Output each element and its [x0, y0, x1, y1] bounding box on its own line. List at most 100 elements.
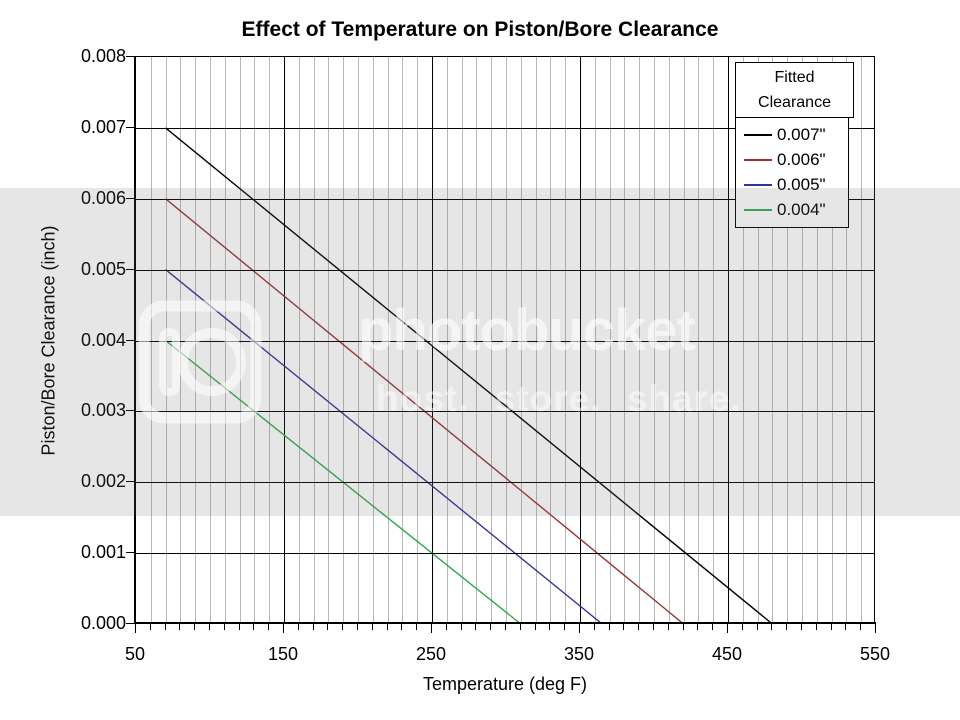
x-tick-label: 350: [563, 644, 595, 664]
minor-gridline: [343, 57, 345, 622]
minor-gridline: [831, 57, 833, 622]
horizontal-gridline: [136, 482, 874, 484]
minor-gridline: [787, 57, 789, 622]
x-tick-mark: [342, 624, 344, 630]
minor-gridline: [506, 57, 507, 622]
major-gridline: [432, 57, 433, 622]
x-tick-label: 50: [124, 644, 146, 664]
x-tick-mark: [490, 624, 492, 630]
y-tick-label: 0.005: [80, 258, 126, 279]
x-tick-mark: [638, 624, 640, 630]
x-tick-mark: [149, 624, 151, 630]
horizontal-gridline: [136, 340, 874, 342]
x-tick-mark: [608, 624, 610, 630]
x-tick-mark: [268, 624, 270, 630]
minor-gridline: [757, 57, 759, 622]
x-tick-mark: [860, 624, 862, 630]
y-tick-mark: [126, 339, 135, 341]
y-tick-mark: [126, 197, 135, 199]
minor-gridline: [269, 57, 271, 622]
x-tick-mark: [519, 624, 521, 630]
minor-gridline: [461, 57, 463, 622]
x-tick-label: 150: [267, 644, 299, 664]
x-tick-mark: [416, 624, 418, 630]
y-tick-mark: [126, 410, 135, 412]
y-tick-label: 0.008: [80, 46, 126, 66]
watermark-camera-icon: [138, 300, 262, 424]
watermark-brand: photobucket: [358, 298, 696, 363]
y-axis-line: [134, 56, 136, 624]
x-axis-title: Temperature (deg F): [422, 674, 588, 694]
x-tick-mark: [875, 624, 876, 633]
horizontal-gridline: [136, 411, 874, 413]
minor-gridline: [402, 57, 404, 622]
x-tick-mark: [801, 624, 802, 630]
minor-gridline: [802, 57, 803, 622]
x-tick-mark: [253, 624, 255, 630]
x-tick-mark: [579, 624, 580, 633]
minor-gridline: [772, 57, 774, 622]
minor-gridline: [239, 57, 241, 622]
minor-gridline: [358, 57, 359, 622]
x-tick-mark: [771, 624, 773, 630]
x-tick-mark: [549, 624, 551, 630]
minor-gridline: [861, 57, 863, 622]
legend-entry-label: 0.004": [777, 199, 826, 219]
major-gridline: [284, 57, 285, 622]
legend-line-swatch: [744, 183, 772, 186]
minor-gridline: [298, 57, 300, 622]
legend-entry-label: 0.007": [777, 124, 826, 144]
major-gridline: [580, 57, 581, 622]
x-tick-mark: [815, 624, 817, 630]
x-tick-label: 250: [415, 644, 447, 664]
y-tick-label: 0.007: [80, 116, 126, 137]
x-tick-label: 450: [711, 644, 743, 664]
legend-line-swatch: [744, 208, 772, 211]
x-axis-line: [134, 622, 876, 624]
x-tick-mark: [460, 624, 462, 630]
x-tick-mark: [209, 624, 210, 630]
x-tick-mark: [238, 624, 240, 630]
y-tick-label: 0.001: [80, 542, 126, 563]
y-tick-label: 0.004: [80, 329, 126, 350]
minor-gridline: [654, 57, 655, 622]
series-line-0.007: [165, 127, 773, 624]
x-tick-mark: [653, 624, 654, 630]
minor-gridline: [476, 57, 478, 622]
x-tick-mark: [223, 624, 225, 630]
x-tick-mark: [327, 624, 329, 630]
legend-entry: 0.004": [736, 197, 848, 222]
legend-entry-label: 0.005": [777, 174, 826, 194]
horizontal-gridline: [136, 553, 874, 555]
x-tick-mark: [135, 624, 136, 633]
series-line-0.005: [165, 269, 603, 624]
y-tick-mark: [126, 268, 135, 270]
x-tick-mark: [682, 624, 684, 630]
minor-gridline: [639, 57, 641, 622]
legend-title: Fitted Clearance: [735, 62, 854, 118]
major-gridline: [728, 57, 729, 622]
x-tick-mark: [431, 624, 432, 633]
chart-title: Effect of Temperature on Piston/Bore Cle…: [241, 18, 719, 41]
legend: Fitted Clearance 0.007" 0.006" 0.005" 0.004…: [735, 62, 854, 228]
legend-entry: 0.006": [736, 147, 848, 172]
horizontal-gridline: [136, 269, 874, 271]
y-tick-mark: [126, 623, 135, 624]
x-tick-mark: [564, 624, 566, 630]
x-tick-mark: [623, 624, 625, 630]
x-tick-mark: [283, 624, 284, 633]
minor-gridline: [520, 57, 522, 622]
minor-gridline: [550, 57, 552, 622]
legend-entry: 0.007": [736, 122, 848, 147]
y-tick-label: 0.003: [80, 400, 126, 421]
x-tick-mark: [741, 624, 743, 630]
y-tick-label: 0.002: [80, 471, 126, 492]
x-tick-mark: [727, 624, 728, 633]
y-tick-label: 0.000: [80, 613, 126, 633]
x-tick-mark: [164, 624, 166, 630]
watermark-tagline: host. store. share.: [376, 378, 742, 419]
horizontal-gridline: [136, 198, 874, 200]
x-tick-mark: [297, 624, 299, 630]
minor-gridline: [565, 57, 567, 622]
